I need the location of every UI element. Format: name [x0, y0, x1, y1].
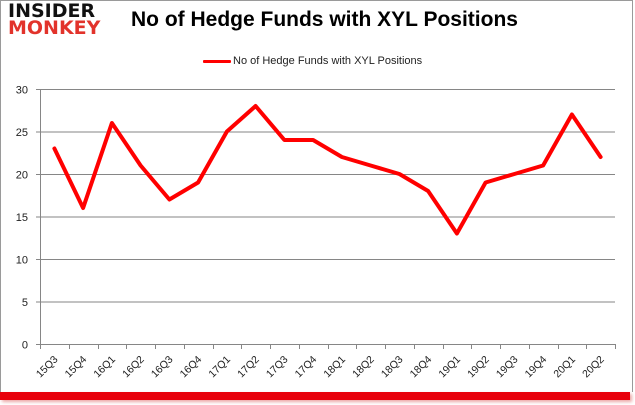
logo-line-2: MONKEY	[8, 17, 101, 39]
chart-title: No of Hedge Funds with XYL Positions	[131, 8, 518, 31]
x-tick-label: 17Q1	[206, 354, 233, 381]
legend-swatch-icon	[203, 59, 231, 63]
logo-line-1: INSIDER	[8, 0, 96, 22]
y-axis-ticks: 0 5 10 15 20 25 30	[16, 85, 28, 352]
y-tick-label: 10	[16, 255, 28, 267]
chart-legend: No of Hedge Funds with XYL Positions	[203, 55, 422, 67]
x-tick-label: 19Q4	[523, 354, 550, 381]
x-tick-label: 16Q2	[120, 354, 147, 381]
legend-label: No of Hedge Funds with XYL Positions	[233, 55, 423, 67]
chart-frame	[0, 0, 633, 392]
x-tick-label: 16Q4	[178, 354, 205, 381]
x-tick-label: 15Q3	[34, 354, 61, 381]
x-tick-label: 16Q1	[91, 354, 118, 381]
x-tick-label: 19Q2	[465, 354, 492, 381]
x-tick-label: 17Q2	[235, 354, 262, 381]
x-axis-ticks: 15Q3 15Q4 16Q1 16Q2 16Q3 16Q4 17Q1 17Q2 17Q3 17Q4…	[34, 354, 607, 381]
y-tick-label: 20	[16, 170, 28, 182]
series-line	[52, 104, 603, 236]
x-tick-label: 17Q4	[293, 354, 320, 381]
y-tick-label: 30	[16, 85, 28, 97]
x-tick-label: 17Q3	[264, 354, 291, 381]
accent-bar	[0, 392, 630, 400]
x-tick-label: 18Q3	[379, 354, 406, 381]
x-tick-label: 15Q4	[63, 354, 90, 381]
y-tick-label: 5	[22, 297, 28, 309]
x-tick-label: 18Q2	[350, 354, 377, 381]
x-tick-label: 19Q3	[494, 354, 521, 381]
x-tick-label: 20Q1	[551, 354, 578, 381]
y-tick-label: 0	[22, 340, 28, 352]
x-tick-label: 18Q4	[408, 354, 435, 381]
x-tick-label: 19Q1	[436, 354, 463, 381]
insider-monkey-logo: INSIDER MONKEY	[8, 0, 101, 39]
y-tick-label: 25	[16, 127, 28, 139]
x-tick-label: 16Q3	[149, 354, 176, 381]
x-tick-label: 20Q2	[580, 354, 607, 381]
axes	[40, 89, 616, 349]
y-tick-label: 15	[16, 212, 28, 224]
gridlines	[36, 89, 615, 345]
x-tick-label: 18Q1	[321, 354, 348, 381]
